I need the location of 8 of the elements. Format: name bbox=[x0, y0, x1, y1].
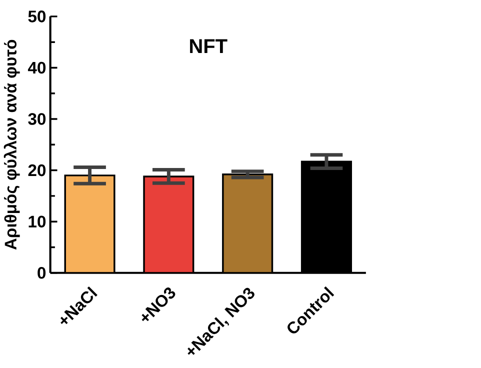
y-axis-title: Αριθμός φύλλων ανά φυτό bbox=[4, 40, 20, 250]
y-tick-label: 10 bbox=[28, 216, 46, 228]
y-tick-label: 50 bbox=[28, 10, 46, 22]
y-tick-label: 40 bbox=[28, 62, 46, 74]
y-tick-label: 0 bbox=[38, 266, 46, 279]
y-tick-label: 20 bbox=[28, 164, 46, 176]
text: NFT bbox=[190, 39, 228, 53]
y-tick-label: 30 bbox=[28, 113, 46, 125]
